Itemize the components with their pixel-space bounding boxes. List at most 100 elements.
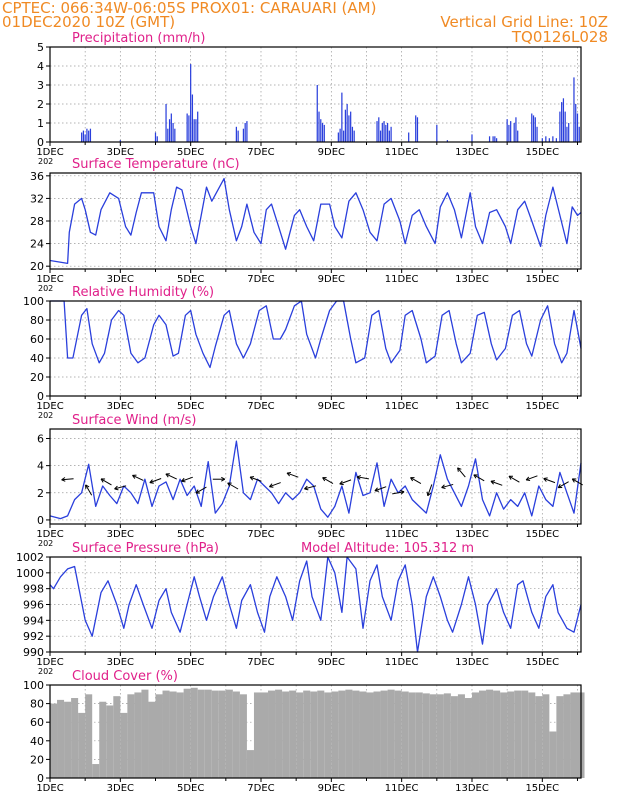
y-tick-label: 2	[37, 98, 44, 111]
x-tick-label: 1DEC	[36, 147, 63, 158]
x-tick-label: 3DEC	[107, 274, 134, 285]
x-tick-label: 3DEC	[107, 657, 134, 668]
x-tick-label: 15DEC	[525, 401, 559, 412]
wind-arrow	[195, 486, 207, 494]
wind-arrow	[322, 477, 334, 485]
cloud-bar	[352, 690, 360, 778]
cloud-bar	[127, 694, 135, 778]
year-label: 202	[38, 411, 53, 420]
precip-bar	[492, 136, 494, 142]
x-tick-label: 7DEC	[247, 147, 274, 158]
y-tick-label: 24	[30, 238, 44, 251]
precip-bar	[156, 136, 158, 142]
precip-bar	[88, 130, 90, 142]
precip-bar	[385, 124, 387, 142]
precip-bar	[541, 138, 543, 142]
cloud-bar	[338, 690, 346, 778]
x-tick-label: 7DEC	[247, 401, 274, 412]
precip-bar	[559, 111, 561, 142]
y-tick-label: 0	[37, 136, 44, 149]
precip-bar	[193, 119, 195, 142]
panel-frame	[49, 684, 582, 779]
x-tick-label: 1DEC	[36, 657, 63, 668]
y-tick-label: 4	[37, 60, 44, 73]
cloud-bar	[176, 692, 184, 778]
panel-frame	[49, 46, 582, 143]
cloud-bar	[71, 698, 79, 778]
x-tick-label: 1DEC	[36, 401, 63, 412]
precip-bar	[197, 111, 199, 142]
cloud-bar	[514, 690, 522, 778]
precip-bar	[323, 124, 325, 142]
y-tick-label: 1	[37, 117, 44, 130]
precip-bar	[318, 111, 320, 142]
precip-bar	[578, 126, 580, 142]
y-tick-label: 1000	[16, 567, 44, 580]
cloud-bar	[317, 690, 325, 778]
x-tick-label: 13DEC	[455, 657, 489, 668]
panel-frame	[49, 300, 582, 397]
precip-bar	[415, 115, 417, 142]
cloud-bar	[78, 712, 86, 778]
cloud-bar	[528, 692, 536, 778]
precip-bar	[515, 117, 517, 142]
x-tick-label: 5DEC	[177, 147, 204, 158]
x-tick-label: 9DEC	[318, 401, 345, 412]
cloud-bar	[232, 691, 240, 778]
y-tick-label: 100	[23, 295, 44, 308]
header-model-id: TQ0126L028	[511, 28, 608, 46]
y-tick-label: 32	[30, 192, 44, 205]
precip-bar	[344, 109, 347, 142]
y-tick-label: 1002	[16, 551, 44, 564]
cloud-bar	[218, 690, 226, 778]
precip-bar	[564, 111, 566, 142]
wind-arrow	[61, 477, 74, 482]
x-tick-label: 15DEC	[525, 147, 559, 158]
y-tick-label: 36	[30, 170, 44, 183]
cloud-bar	[183, 688, 191, 778]
precip-bar	[531, 113, 533, 142]
wind-arrow	[525, 475, 538, 482]
wind-arrow	[165, 473, 177, 480]
precip-bar	[165, 104, 167, 142]
precip-bar	[86, 128, 88, 142]
precip-bar	[416, 117, 419, 142]
x-tick-label: 9DEC	[318, 529, 345, 540]
x-tick-label: 1DEC	[36, 274, 63, 285]
x-tick-label: 13DEC	[455, 401, 489, 412]
precip-bar	[568, 123, 570, 142]
precip-bar	[555, 138, 557, 142]
x-tick-label: 11DEC	[385, 147, 419, 158]
x-tick-label: 3DEC	[107, 401, 134, 412]
precip-bar	[186, 113, 188, 142]
wind-arrow	[441, 483, 454, 489]
panel-temp: 20 24 28 32 36 1DEC 3DEC 5DEC 7DEC 9DEC 11DEC 13DEC…	[30, 157, 582, 293]
cloud-bar	[99, 701, 107, 778]
cloud-bar	[457, 694, 465, 778]
cloud-bar	[204, 689, 212, 778]
cloud-bar	[556, 696, 564, 778]
cloud-bar	[500, 692, 508, 778]
precip-bar	[188, 115, 190, 142]
x-tick-label: 15DEC	[525, 657, 559, 668]
precip-bar	[517, 130, 519, 142]
y-tick-label: 60	[30, 333, 44, 346]
wind-arrow	[339, 479, 352, 486]
cloud-bar	[464, 698, 472, 778]
y-tick-label: 28	[30, 215, 44, 228]
cloud-bar	[401, 691, 409, 778]
precip-bar	[566, 126, 568, 142]
precip-bar	[320, 119, 322, 142]
x-tick-label: 9DEC	[318, 657, 345, 668]
wind-arrow	[426, 484, 433, 497]
x-tick-label: 5DEC	[177, 529, 204, 540]
rh-series-line	[50, 300, 582, 369]
wind-arrow	[286, 471, 299, 478]
x-tick-label: 5DEC	[177, 783, 204, 794]
precip-bar	[167, 128, 169, 142]
y-tick-label: 996	[23, 599, 44, 612]
y-tick-label: 994	[23, 614, 44, 627]
precip-bar	[170, 113, 172, 142]
precip-bar	[561, 102, 563, 142]
y-tick-label: 40	[30, 352, 44, 365]
